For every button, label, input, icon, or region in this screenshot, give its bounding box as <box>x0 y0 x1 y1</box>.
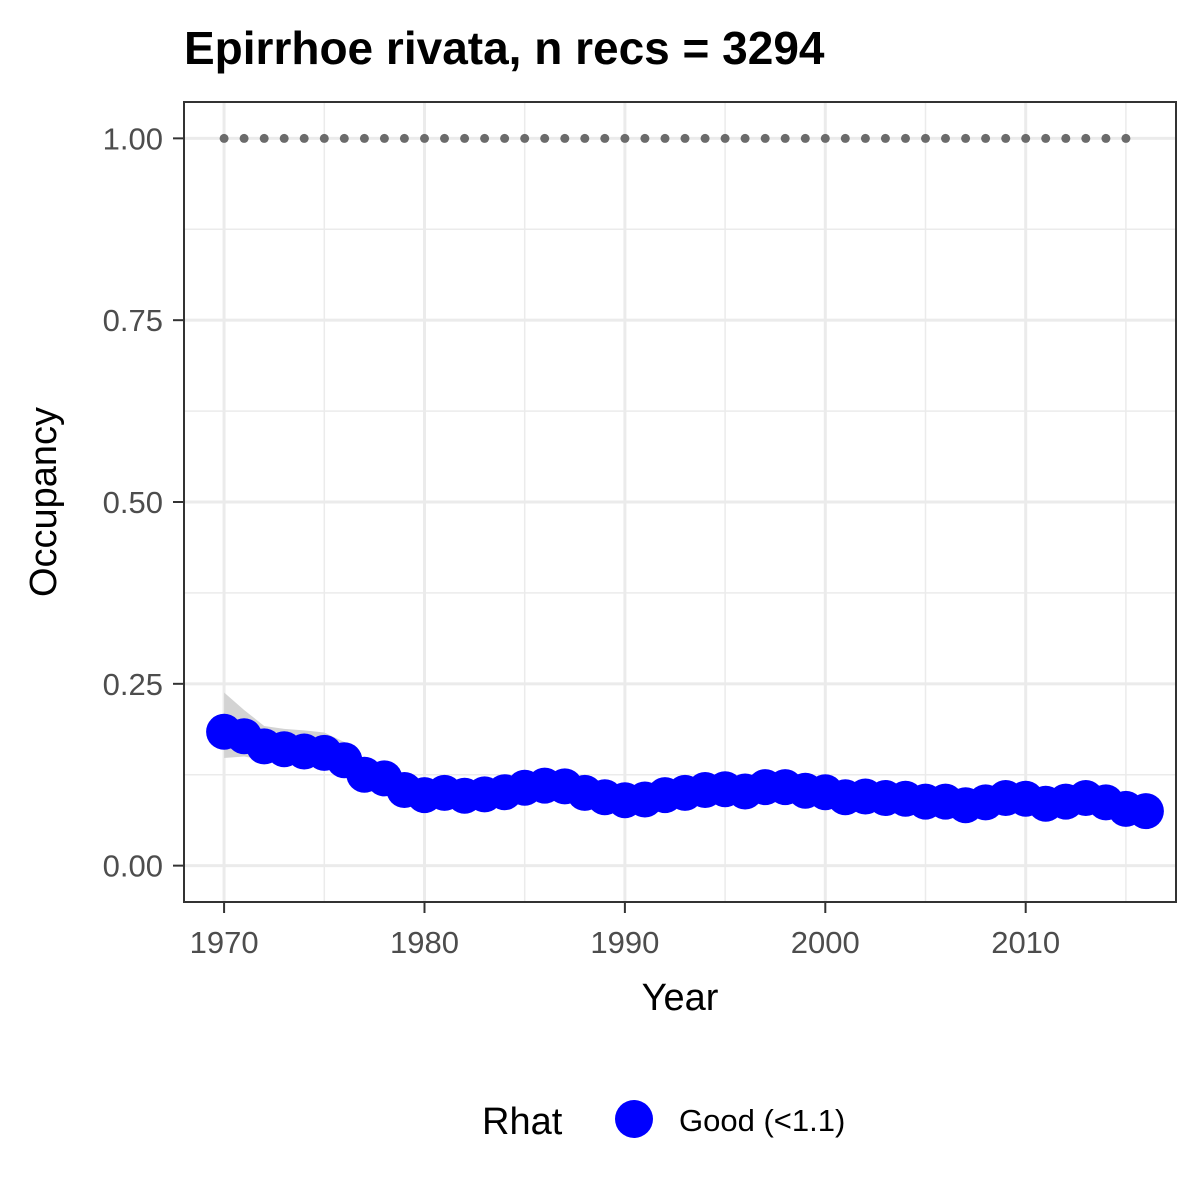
reference-dot <box>600 133 610 143</box>
reference-dot <box>460 133 470 143</box>
reference-dot <box>720 133 730 143</box>
reference-dot <box>840 133 850 143</box>
legend-title: Rhat <box>482 1101 563 1143</box>
reference-dot <box>800 133 810 143</box>
reference-dot <box>359 133 369 143</box>
axes: 1970 1980 1990 2000 2010 0.00 0.25 0.50 0.75 1.00 <box>103 121 1061 960</box>
occupancy-points-group <box>206 713 1164 830</box>
x-axis-title: Year <box>642 977 719 1019</box>
reference-dot <box>520 133 530 143</box>
reference-dot <box>500 133 510 143</box>
reference-dot <box>239 133 249 143</box>
reference-dot <box>820 133 830 143</box>
reference-dot <box>941 133 950 143</box>
reference-dot <box>620 133 630 143</box>
chart-title: Epirrhoe rivata, n recs = 3294 <box>184 22 825 74</box>
reference-dot <box>339 133 349 143</box>
legend-key-good <box>615 1100 653 1138</box>
reference-dot <box>399 133 409 143</box>
y-tick-label: 0.50 <box>103 485 163 520</box>
reference-dot <box>860 133 870 143</box>
reference-dot <box>420 133 429 143</box>
reference-dot <box>901 133 910 143</box>
reference-dot <box>219 133 229 143</box>
reference-dot <box>740 133 750 143</box>
data-point <box>1127 793 1164 830</box>
reference-dot <box>580 133 590 143</box>
reference-dot <box>660 133 670 143</box>
reference-dot <box>319 133 329 143</box>
y-tick-label: 0.00 <box>103 849 163 884</box>
reference-dot <box>1021 133 1031 143</box>
y-axis-title: Occupancy <box>23 407 65 597</box>
x-tick-label: 1990 <box>590 925 659 960</box>
reference-dot <box>1081 133 1091 143</box>
y-tick-label: 1.00 <box>103 121 163 156</box>
y-tick-label: 0.25 <box>103 667 163 702</box>
reference-dot <box>1121 133 1131 143</box>
reference-dot <box>981 133 991 143</box>
reference-dot <box>1061 133 1071 143</box>
legend: Rhat Good (<1.1) <box>482 1100 845 1143</box>
reference-dot <box>700 133 710 143</box>
legend-label-good: Good (<1.1) <box>679 1103 845 1138</box>
reference-dot <box>780 133 790 143</box>
reference-dot <box>640 133 650 143</box>
reference-dot <box>880 133 890 143</box>
reference-dot <box>440 133 449 143</box>
reference-dot <box>1001 133 1011 143</box>
reference-dot <box>299 133 309 143</box>
reference-dot <box>259 133 269 143</box>
x-tick-label: 2010 <box>991 925 1060 960</box>
x-tick-label: 1980 <box>390 925 459 960</box>
reference-dot <box>1101 133 1111 143</box>
reference-dot <box>760 133 770 143</box>
x-tick-label: 1970 <box>190 925 259 960</box>
reference-dot <box>1041 133 1051 143</box>
reference-dot <box>560 133 570 143</box>
reference-dot <box>921 133 930 143</box>
reference-dot <box>480 133 490 143</box>
reference-dot <box>540 133 550 143</box>
reference-dot <box>961 133 971 143</box>
x-tick-label: 2000 <box>791 925 860 960</box>
reference-dot <box>279 133 289 143</box>
y-tick-label: 0.75 <box>103 303 163 338</box>
reference-dots-group <box>219 133 1131 143</box>
reference-dot <box>680 133 690 143</box>
reference-dot <box>379 133 389 143</box>
